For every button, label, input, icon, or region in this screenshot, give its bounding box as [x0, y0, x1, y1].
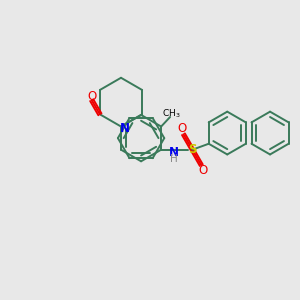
Text: O: O — [87, 90, 96, 103]
Text: CH$_3$: CH$_3$ — [162, 108, 181, 120]
Text: N: N — [120, 122, 130, 134]
Text: N: N — [169, 146, 178, 159]
Text: O: O — [177, 122, 187, 135]
Text: O: O — [198, 164, 207, 177]
Text: H: H — [170, 154, 178, 164]
Text: S: S — [188, 143, 196, 156]
